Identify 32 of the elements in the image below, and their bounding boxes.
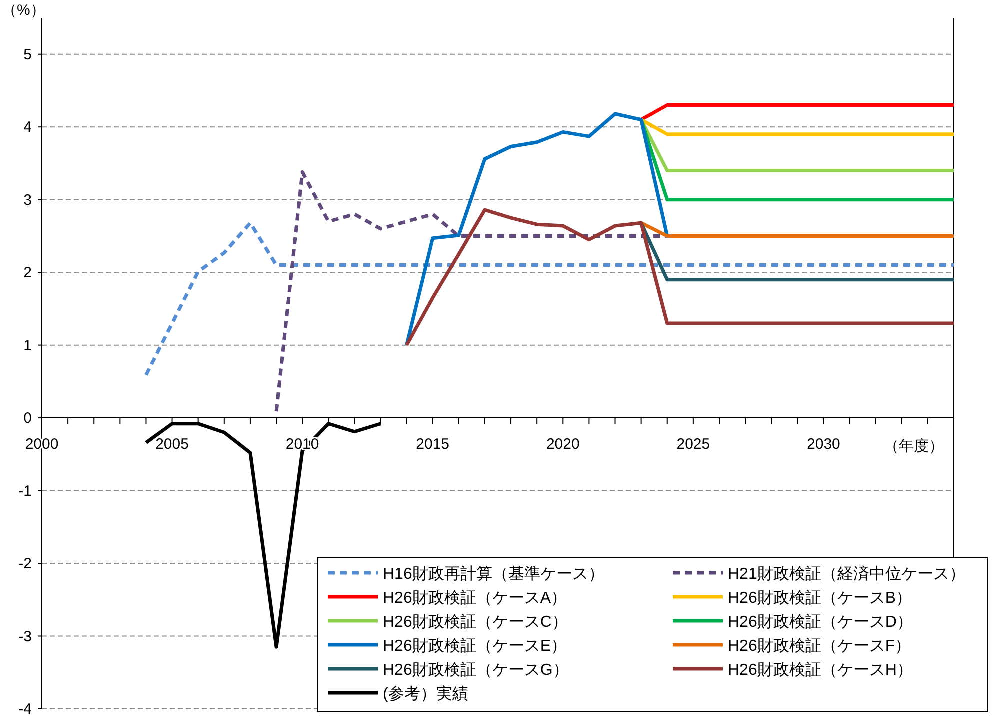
legend-label: H26財政検証（ケースE） — [383, 637, 568, 655]
legend-label: H26財政検証（ケースA） — [383, 589, 568, 607]
legend-label: H21財政検証（経済中位ケース） — [728, 565, 966, 583]
y-tick-label: 5 — [24, 46, 32, 64]
legend-label: H26財政検証（ケースB） — [728, 589, 912, 607]
y-tick-label: -3 — [18, 628, 32, 646]
x-tick-label: 2030 — [807, 436, 840, 454]
legend-label: H26財政検証（ケースC） — [383, 613, 568, 631]
legend-label: H16財政再計算（基準ケース） — [383, 565, 604, 583]
legend-label: H26財政検証（ケースH） — [728, 661, 913, 679]
y-tick-label: -2 — [18, 556, 32, 573]
line-series — [144, 221, 956, 377]
legend-label: (参考）実績 — [383, 685, 468, 703]
x-tick-label: 2025 — [676, 436, 710, 454]
x-axis-title: （年度） — [884, 438, 944, 456]
y-tick-label: -1 — [18, 482, 32, 500]
legend-label: H26財政検証（ケースF） — [728, 637, 912, 655]
y-tick-label: 4 — [24, 119, 32, 136]
y-axis-title: （%） — [2, 2, 46, 19]
line-series — [405, 112, 670, 348]
x-tick-label: 2015 — [416, 436, 450, 454]
y-tick-label: 3 — [24, 192, 32, 209]
y-tick-label: 0 — [24, 410, 32, 428]
y-tick-label: 2 — [24, 264, 32, 282]
line-series — [274, 170, 670, 414]
x-tick-label: 2005 — [156, 436, 189, 454]
legend-label: H26財政検証（ケースD） — [728, 613, 913, 631]
y-tick-label: -4 — [18, 701, 32, 716]
line-series — [405, 208, 956, 348]
x-tick-label: 2020 — [546, 436, 580, 454]
legend-label: H26財政検証（ケースG） — [383, 661, 569, 679]
y-tick-label: 1 — [24, 337, 32, 354]
